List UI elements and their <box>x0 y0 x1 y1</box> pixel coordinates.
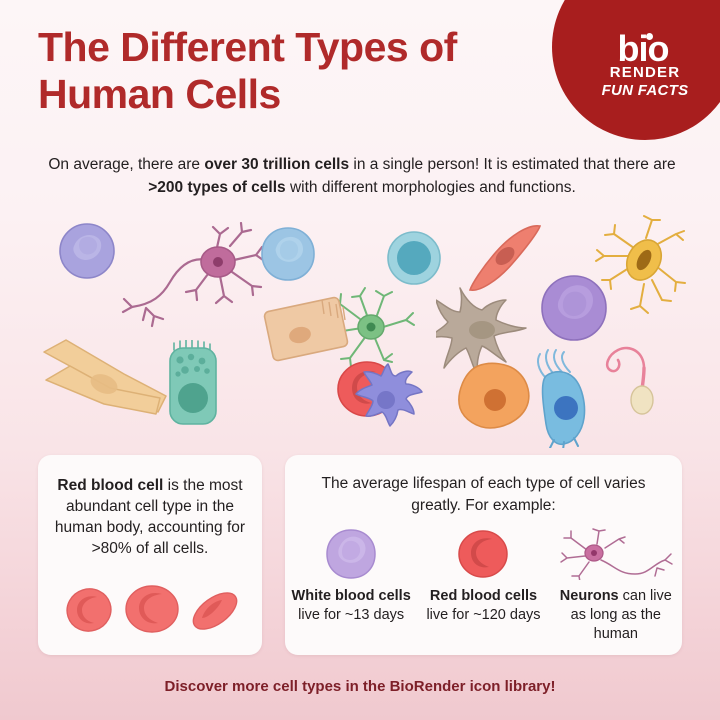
lifespan-label-red-blood-cell: Red blood cells live for ~120 days <box>417 587 549 625</box>
red-blood-cell-fact-body: is the most abundant cell type in the hu… <box>54 477 246 557</box>
lifespan-bold-red-blood-cell: Red blood cells <box>429 588 538 604</box>
neuron-purple-icon <box>121 222 265 328</box>
lifespan-bold-white-blood-cell: White blood cells <box>291 588 411 604</box>
smooth-muscle-cell-icon <box>468 225 542 291</box>
neuron-icon <box>560 528 673 580</box>
white-blood-cell-icon <box>326 529 376 579</box>
logo-wordmark-text: bio <box>617 28 670 69</box>
cell-lifespan-columns: White blood cells live for ~13 days Red … <box>285 527 682 652</box>
squamous-epithelial-cell-icon <box>263 296 349 362</box>
monocyte-purple-icon <box>541 275 607 341</box>
red-blood-cell-fact-card: Red blood cell is the most abundant cell… <box>38 455 262 655</box>
lifespan-rest-red-blood-cell: live for ~120 days <box>426 607 541 623</box>
logo-funfacts-text: FUN FACTS <box>601 82 689 99</box>
lifespan-rest-white-blood-cell: live for ~13 days <box>298 607 405 623</box>
columnar-ciliated-cell-icon <box>537 349 586 448</box>
white-blood-cell-icon-wrap <box>325 527 377 581</box>
logo-dot-icon <box>646 33 654 40</box>
subtitle-segment-3: with different morphologies and function… <box>285 179 576 196</box>
lymphocyte-icon <box>59 223 115 279</box>
logo-render-text: RENDER <box>609 64 681 81</box>
red-blood-cell-fact-text: Red blood cell is the most abundant cell… <box>38 455 262 559</box>
astrocyte-green-icon <box>327 287 415 368</box>
red-blood-cell-icon <box>66 588 112 632</box>
neuron-icon-wrap <box>557 527 675 581</box>
red-blood-cell-icon-wrap <box>457 527 509 581</box>
dendritic-cell-icon <box>355 363 423 427</box>
red-blood-cell-fact-lead: Red blood cell <box>57 477 164 494</box>
ciliated-epithelial-cell-icon <box>169 340 217 425</box>
footer-cta: Discover more cell types in the BioRende… <box>164 678 556 695</box>
lifespan-column-neuron: Neurons can live as long as the human <box>550 527 682 652</box>
red-blood-cell-icon <box>125 585 179 633</box>
sperm-cell-icon <box>605 346 654 415</box>
red-blood-cell-icon-row <box>38 583 262 633</box>
cell-lifespan-card: The average lifespan of each type of cel… <box>285 455 682 655</box>
page-subtitle: On average, there are over 30 trillion c… <box>38 153 686 199</box>
oocyte-blue-icon <box>387 231 441 285</box>
hepatocyte-icon <box>458 362 530 429</box>
subtitle-segment-1: On average, there are <box>48 156 205 173</box>
skeletal-muscle-fiber-icon <box>43 339 167 415</box>
subtitle-bold-1: over 30 trillion cells <box>204 156 350 173</box>
cell-illustration-gallery <box>0 212 720 448</box>
lifespan-rest-neuron: can live as long as the human <box>570 588 672 642</box>
red-blood-cell-icon <box>192 592 238 630</box>
lifespan-label-white-blood-cell: White blood cells live for ~13 days <box>285 587 417 625</box>
lifespan-bold-neuron: Neurons <box>559 588 619 604</box>
cell-lifespan-intro: The average lifespan of each type of cel… <box>321 475 646 514</box>
logo-wordmark: bio <box>618 31 670 67</box>
page-title: The Different Types of Human Cells <box>38 24 457 117</box>
monocyte-blue-icon <box>261 227 315 281</box>
subtitle-bold-2: >200 types of cells <box>148 179 286 196</box>
red-blood-cell-icon <box>458 530 509 578</box>
neuron-yellow-icon <box>595 215 686 314</box>
subtitle-segment-2: in a single person! It is estimated that… <box>349 156 676 173</box>
lifespan-column-white-blood-cell: White blood cells live for ~13 days <box>285 527 417 652</box>
lifespan-column-red-blood-cell: Red blood cells live for ~120 days <box>417 527 549 652</box>
lifespan-label-neuron: Neurons can live as long as the human <box>550 587 682 644</box>
biorender-logo-badge: bio RENDER FUN FACTS <box>552 0 720 140</box>
